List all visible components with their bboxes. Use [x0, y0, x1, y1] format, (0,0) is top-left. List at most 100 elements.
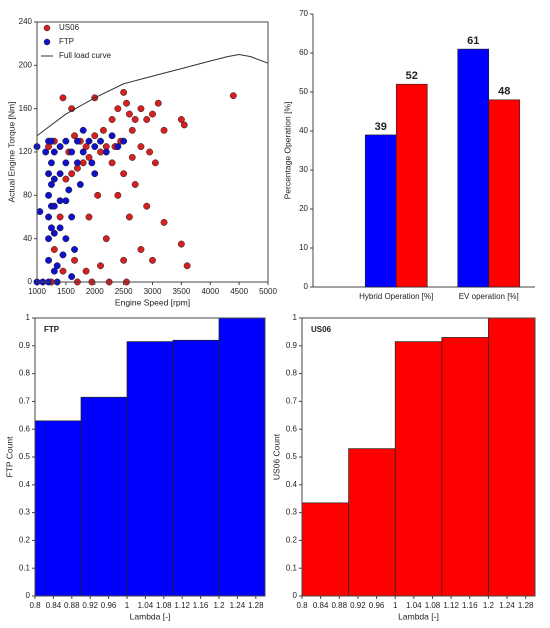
data-point — [59, 251, 67, 259]
x-tick-label: 1 — [125, 601, 130, 610]
data-point — [131, 181, 139, 188]
data-point — [45, 213, 52, 221]
legend-label: US06 — [59, 23, 80, 32]
data-point — [108, 159, 116, 167]
y-axis-label: FTP Count — [4, 436, 14, 478]
y-tick-label: 240 — [19, 17, 33, 26]
x-tick-label: 1.2 — [213, 601, 225, 610]
data-point — [91, 170, 99, 178]
y-tick-label: 0.9 — [286, 341, 298, 350]
data-point — [56, 224, 64, 232]
legend-swatch — [43, 24, 51, 32]
data-point — [47, 159, 55, 167]
x-axis-label: Lambda [-] — [398, 611, 439, 621]
data-point — [102, 235, 110, 243]
data-point — [120, 170, 128, 178]
data-point — [82, 267, 90, 275]
data-point — [97, 262, 104, 270]
y-tick-label: 0.1 — [19, 563, 31, 572]
y-tick-label: 50 — [299, 87, 308, 96]
x-tick-label: 1500 — [57, 287, 75, 296]
data-label: 39 — [375, 121, 387, 133]
x-tick-label: 0.96 — [369, 601, 385, 610]
x-tick-label: 0.84 — [46, 601, 62, 610]
x-tick-label: 1.12 — [174, 601, 190, 610]
x-tick-label: 1.12 — [443, 601, 459, 610]
x-tick-label: 2500 — [115, 287, 133, 296]
x-tick-label: 1.28 — [248, 601, 264, 610]
chart-histogram: 0 0.1 0.2 0.3 0.4 0.5 0.6 0.7 0.8 0.9 1 0.8 0.84 0.88… — [271, 313, 536, 621]
bar — [395, 83, 428, 288]
chart-title: FTP — [44, 325, 60, 334]
bar — [488, 99, 521, 288]
data-point — [85, 213, 93, 221]
data-point — [128, 126, 136, 134]
data-point — [97, 137, 104, 145]
y-tick-label: 0.8 — [19, 369, 31, 378]
data-point — [50, 148, 58, 156]
x-tick-label: 0.88 — [64, 601, 80, 610]
x-tick-label: 3000 — [144, 287, 162, 296]
x-tick-label: 1.04 — [138, 601, 154, 610]
data-point — [50, 229, 58, 237]
y-tick-label: 60 — [299, 48, 308, 57]
x-tick-label: 1000 — [28, 287, 46, 296]
histogram-bar — [34, 420, 82, 597]
data-point — [50, 175, 58, 183]
plot-frame — [301, 317, 536, 597]
chart-bar: 0 10 20 30 40 50 60 70 Percentage Operation [%] H… — [282, 9, 535, 301]
x-tick-label: 1.24 — [499, 601, 515, 610]
x-tick-label: 0.84 — [313, 601, 329, 610]
data-point — [137, 143, 145, 151]
data-point — [62, 159, 70, 167]
data-point — [62, 197, 70, 205]
data-point — [102, 148, 110, 156]
x-tick-label: 1.08 — [425, 601, 441, 610]
data-label: 48 — [498, 86, 510, 98]
histogram-bar — [441, 337, 489, 597]
bar — [457, 48, 490, 288]
data-point — [154, 99, 162, 107]
legend-label: FTP — [59, 37, 74, 46]
x-tick-label: 3500 — [172, 287, 190, 296]
chart-histogram: 0 0.1 0.2 0.3 0.4 0.5 0.6 0.7 0.8 0.9 1 0.8 0.84 0.88… — [4, 313, 266, 621]
data-point — [62, 235, 70, 243]
data-point — [45, 256, 52, 264]
data-point — [79, 159, 87, 167]
data-point — [137, 105, 145, 113]
data-point — [131, 116, 139, 123]
y-tick-label: 0.3 — [286, 508, 298, 517]
data-point — [79, 148, 87, 156]
x-tick-label: 2000 — [86, 287, 104, 296]
data-point — [143, 202, 151, 210]
data-point — [62, 137, 70, 145]
legend-swatch — [43, 38, 51, 46]
data-point — [71, 132, 78, 140]
data-label: 61 — [467, 35, 479, 47]
x-tick-label: 1.08 — [156, 601, 172, 610]
x-tick-label: 1 — [393, 601, 398, 610]
y-tick-label: 0.3 — [19, 508, 31, 517]
data-point — [56, 213, 64, 221]
data-point — [120, 256, 128, 264]
x-tick-label: 0.88 — [331, 601, 347, 610]
data-point — [91, 143, 99, 151]
data-point — [50, 267, 58, 275]
x-tick-label: Hybrid Operation [%] — [359, 292, 433, 301]
data-point — [73, 137, 81, 145]
y-tick-label: 0.1 — [286, 563, 298, 572]
data-point — [50, 202, 58, 210]
y-tick-label: 70 — [299, 9, 308, 18]
x-tick-label: 1.16 — [193, 601, 209, 610]
y-tick-label: 0.7 — [19, 397, 31, 406]
data-point — [59, 94, 67, 102]
data-point — [114, 105, 122, 113]
x-tick-label: 0.92 — [82, 601, 98, 610]
y-tick-label: 1 — [26, 313, 31, 322]
x-axis-label: Lambda [-] — [130, 611, 171, 621]
y-tick-label: 0.6 — [286, 424, 298, 433]
data-point — [97, 148, 104, 156]
data-point — [68, 148, 76, 156]
y-tick-label: 40 — [23, 234, 32, 243]
data-point — [183, 262, 191, 270]
